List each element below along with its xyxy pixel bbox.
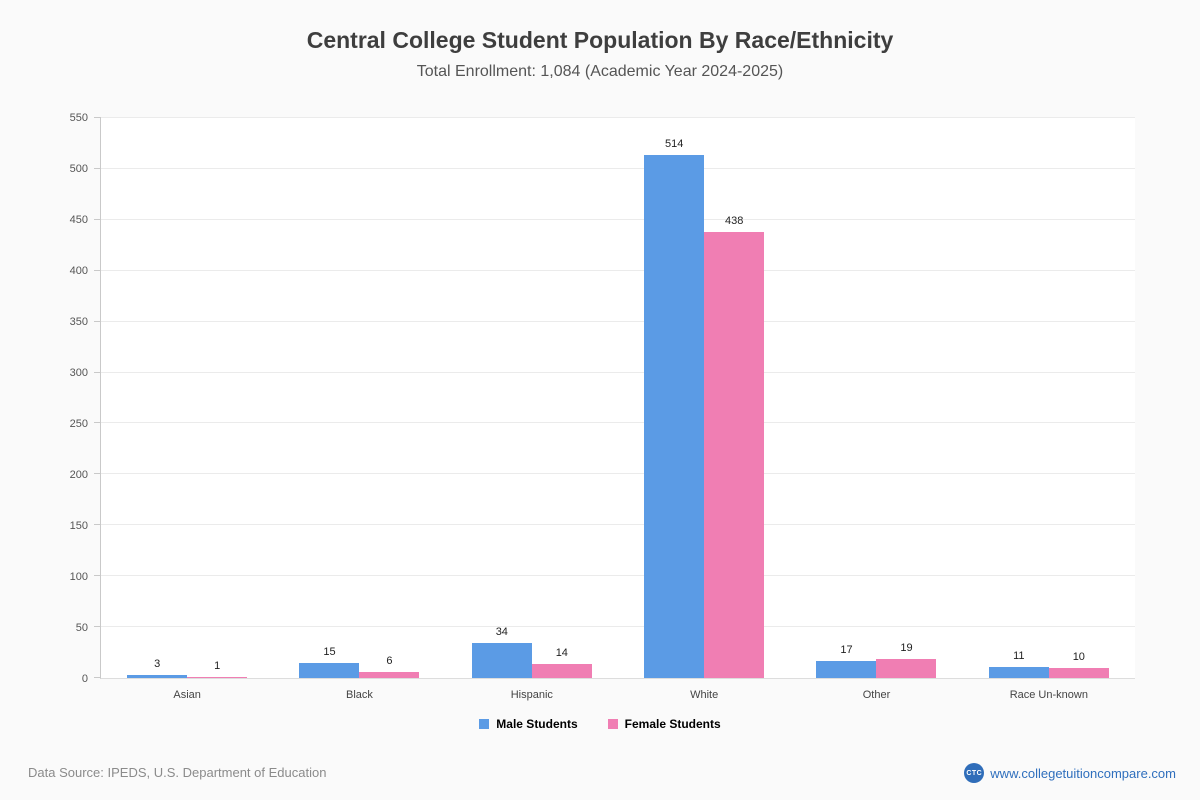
y-tick-label: 300 bbox=[69, 367, 88, 379]
y-tick-label: 250 bbox=[69, 418, 88, 430]
bar-female-students-other: 19 bbox=[876, 642, 937, 678]
y-tick-label: 0 bbox=[81, 673, 88, 685]
legend-item-female-students[interactable]: Female Students bbox=[607, 717, 721, 731]
gridline bbox=[101, 371, 1135, 373]
bar-value-label: 514 bbox=[664, 137, 684, 150]
plot-area: 3 1 Asian 15 6 Black 34 14 Hispanic 514 438 White 17… bbox=[94, 117, 1135, 701]
y-tick-mark bbox=[94, 422, 101, 424]
bar-value-label: 1 bbox=[214, 659, 221, 672]
y-tick-mark bbox=[94, 218, 101, 220]
x-tick-label: Other bbox=[862, 689, 891, 701]
bar-group-black: 15 6 Black bbox=[273, 118, 445, 701]
y-tick-label: 150 bbox=[69, 520, 88, 532]
bar-group-hispanic: 34 14 Hispanic bbox=[446, 118, 618, 701]
bar-group-white: 514 438 White bbox=[618, 118, 790, 701]
legend-swatch-icon bbox=[479, 719, 490, 729]
legend-swatch-icon bbox=[607, 719, 618, 729]
bar-value-label: 6 bbox=[386, 654, 393, 667]
bar-male-students-asian: 3 bbox=[127, 658, 188, 678]
bar-value-label: 10 bbox=[1072, 650, 1085, 663]
y-tick-mark bbox=[94, 167, 101, 169]
x-tick-label: Asian bbox=[173, 689, 201, 701]
website-link[interactable]: www.collegetuitioncompare.com bbox=[990, 765, 1176, 781]
chart-subtitle: Total Enrollment: 1,084 (Academic Year 2… bbox=[416, 63, 784, 80]
bar-group-other: 17 19 Other bbox=[790, 118, 962, 701]
gridline bbox=[101, 218, 1135, 220]
bar-group-asian: 3 1 Asian bbox=[101, 118, 273, 701]
x-tick-label: Race Un-known bbox=[1009, 689, 1088, 701]
bar-value-label: 3 bbox=[154, 657, 161, 670]
bar-female-students-asian: 1 bbox=[187, 660, 248, 678]
gridline bbox=[101, 422, 1135, 424]
legend-label: Male Students bbox=[496, 717, 578, 731]
y-tick-mark bbox=[94, 677, 101, 678]
y-tick-label: 50 bbox=[75, 622, 88, 634]
y-tick-mark bbox=[94, 269, 101, 271]
bar-male-students-hispanic: 34 bbox=[471, 626, 532, 678]
chart-title: Central College Student Population By Ra… bbox=[306, 27, 894, 53]
gridline bbox=[101, 269, 1135, 271]
bar-female-students-black: 6 bbox=[359, 655, 420, 678]
bar-female-students-white: 438 bbox=[704, 215, 765, 678]
bar-value-label: 14 bbox=[555, 646, 568, 659]
y-tick-mark bbox=[94, 320, 101, 322]
y-tick-label: 500 bbox=[69, 163, 88, 175]
gridline bbox=[101, 473, 1135, 475]
bar-value-label: 19 bbox=[900, 641, 913, 654]
brand: CTC www.collegetuitioncompare.com bbox=[964, 763, 1176, 783]
x-tick-label: Hispanic bbox=[510, 689, 553, 701]
bar-value-label: 17 bbox=[840, 643, 853, 656]
bar-group-race-un-known: 11 10 Race Un-known bbox=[963, 118, 1135, 701]
legend-item-male-students[interactable]: Male Students bbox=[479, 717, 578, 731]
y-tick-mark bbox=[94, 575, 101, 577]
data-source: Data Source: IPEDS, U.S. Department of E… bbox=[28, 765, 327, 780]
y-tick-label: 100 bbox=[69, 571, 88, 583]
y-tick-mark bbox=[94, 473, 101, 475]
y-tick-mark bbox=[94, 371, 101, 373]
gridline bbox=[101, 575, 1135, 577]
ctc-logo-icon[interactable]: CTC bbox=[964, 763, 985, 783]
y-tick-label: 550 bbox=[69, 112, 88, 124]
y-tick-label: 400 bbox=[69, 265, 88, 277]
bar-male-students-white: 514 bbox=[644, 138, 705, 678]
bar-value-label: 15 bbox=[323, 645, 336, 658]
bar-male-students-black: 15 bbox=[299, 646, 360, 678]
legend-label: Female Students bbox=[624, 717, 721, 731]
y-tick-label: 350 bbox=[69, 316, 88, 328]
bar-value-label: 438 bbox=[724, 215, 744, 228]
x-tick-label: White bbox=[690, 689, 719, 701]
gridline bbox=[101, 626, 1135, 628]
gridline bbox=[101, 320, 1135, 322]
y-axis: 0 50 100 150 200 250 300 350 400 450 500 550 bbox=[0, 112, 88, 685]
y-tick-label: 200 bbox=[69, 469, 88, 481]
gridline bbox=[101, 167, 1135, 169]
y-tick-mark bbox=[94, 626, 101, 628]
y-tick-mark bbox=[94, 524, 101, 526]
bar-value-label: 34 bbox=[495, 626, 508, 639]
x-tick-label: Black bbox=[346, 689, 373, 701]
bar-female-students-race-un-known: 10 bbox=[1048, 651, 1109, 678]
bar-female-students-hispanic: 14 bbox=[531, 647, 592, 678]
gridline bbox=[101, 524, 1135, 526]
y-tick-label: 450 bbox=[69, 214, 88, 226]
bar-value-label: 11 bbox=[1013, 649, 1025, 662]
y-tick-mark bbox=[94, 117, 101, 118]
legend: Male Students Female Students bbox=[0, 717, 1200, 731]
gridline bbox=[101, 117, 1135, 118]
bar-male-students-race-un-known: 11 bbox=[988, 650, 1049, 678]
bar-male-students-other: 17 bbox=[816, 644, 877, 678]
